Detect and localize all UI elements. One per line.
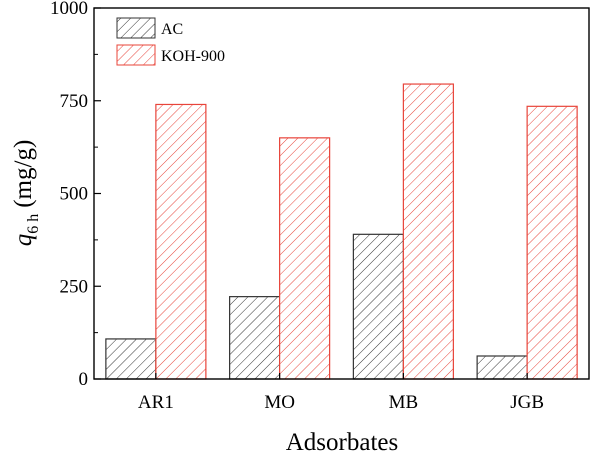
legend-swatch-ac [116,17,156,39]
legend-label-ac: AC [161,21,183,38]
y-tick-label: 1000 [50,0,88,19]
y-tick-label: 0 [79,369,89,390]
bar-koh-900-jgb [526,105,578,380]
bar-koh-900-ar1 [155,103,207,380]
x-axis-label: Adsorbates [286,429,398,455]
legend: AC KOH-900 [116,17,225,66]
y-axis: 0 250 500 750 1000 [50,0,101,390]
bar-ac-jgb [476,355,528,380]
x-axis: AR1 MO MB JGB [138,373,544,413]
legend-swatch-koh-900 [116,44,156,66]
x-tick-label-mb: MB [389,392,419,413]
bars-group [105,83,578,380]
legend-label-koh-900: KOH-900 [161,48,225,65]
y-axis-unit: (mg/g) [10,140,37,208]
y-tick-label: 750 [60,91,89,112]
y-axis-label: q6 h (mg/g) [10,140,42,247]
y-axis-symbol: q [10,234,37,247]
y-tick-label: 250 [60,276,89,297]
x-tick-label-jgb: JGB [510,392,544,413]
y-tick-label: 500 [60,184,89,205]
x-tick-label-mo: MO [264,392,295,413]
bar-ac-ar1 [105,338,157,380]
bar-ac-mo [229,296,281,380]
x-tick-label-ar1: AR1 [138,392,174,413]
bar-ac-mb [352,233,404,380]
y-axis-subscript: 6 h [25,214,42,234]
bar-koh-900-mo [279,137,331,380]
bar-koh-900-mb [402,83,454,380]
